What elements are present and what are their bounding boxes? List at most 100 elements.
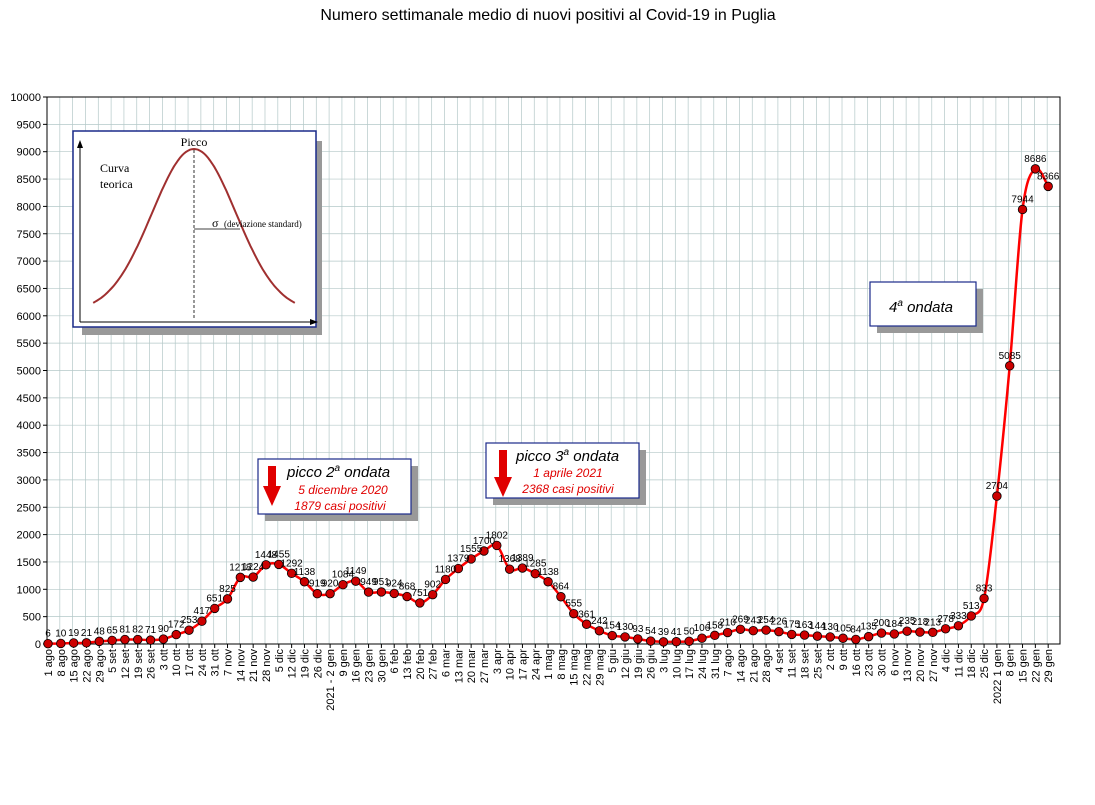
- data-label: 1448: [255, 550, 278, 561]
- x-tick-label: 17 ott: [184, 649, 196, 677]
- data-label: 7944: [1011, 194, 1034, 205]
- data-point: [633, 634, 643, 644]
- data-label: 130: [822, 622, 839, 633]
- data-point: [389, 588, 399, 599]
- data-point: [966, 611, 976, 621]
- x-tick-label: 17 apr: [517, 649, 529, 681]
- x-tick-label: 27 nov: [928, 649, 940, 683]
- x-tick-label: 5 giu: [607, 649, 619, 673]
- inset-peak-label: Picco: [181, 135, 208, 149]
- peak2-box: [257, 458, 412, 515]
- x-tick-label: 6 mar: [441, 649, 453, 677]
- x-tick-label: 17 lug: [684, 649, 696, 679]
- data-label: 1368: [498, 554, 521, 565]
- x-tick-label: 20 feb: [415, 649, 427, 680]
- peak3-box: [485, 442, 640, 499]
- data-label: 130: [617, 622, 634, 633]
- data-point: [299, 577, 310, 587]
- x-tick-label: 18 set: [800, 649, 812, 679]
- data-label: 333: [950, 611, 967, 622]
- data-point: [594, 626, 605, 636]
- data-point: [543, 577, 553, 587]
- data-point: [992, 491, 1002, 501]
- data-label: 71: [145, 625, 157, 636]
- data-label: 90: [158, 624, 170, 635]
- data-label: 210: [719, 618, 736, 629]
- x-tick-label: 31 ott: [210, 649, 222, 677]
- x-tick-label: 5 dic: [274, 649, 286, 673]
- x-tick-label: 15 ago: [69, 649, 81, 683]
- bell-curve: [92, 147, 296, 304]
- y-tick-label: 9500: [17, 119, 41, 131]
- data-label: 1292: [281, 558, 304, 569]
- data-point: [222, 594, 233, 604]
- data-label: 1138: [294, 567, 316, 578]
- x-tick-label: 21 ago: [748, 649, 760, 683]
- data-point: [940, 624, 951, 634]
- y-tick-labels: 0 500 1000 1500 2000 2500 3000 3500 4000 4500 5000…: [10, 92, 47, 651]
- y-tick-label: 7500: [17, 229, 41, 241]
- data-label: 218: [912, 617, 929, 628]
- data-label: 1138: [537, 567, 559, 578]
- data-point: [928, 627, 938, 638]
- x-tick-label: 15 gen: [1018, 649, 1030, 683]
- data-point: [145, 635, 156, 645]
- data-label: 513: [963, 601, 980, 612]
- data-point: [620, 632, 630, 642]
- data-label: 920: [322, 579, 339, 590]
- data-point: [107, 635, 117, 646]
- x-tick-label: 29 gen: [1043, 649, 1055, 683]
- data-point: [722, 627, 733, 638]
- data-point: [427, 589, 438, 600]
- x-tick-label: 24 ott: [197, 649, 209, 677]
- y-tick-label: 3000: [17, 475, 41, 487]
- data-point: [697, 633, 707, 643]
- data-point: [799, 630, 810, 640]
- data-label: 226: [771, 617, 788, 628]
- data-label: 417: [194, 606, 211, 617]
- data-label: 243: [745, 616, 762, 627]
- data-label: 154: [604, 621, 621, 632]
- data-point: [286, 568, 297, 579]
- x-tick-label: 9 gen: [338, 649, 350, 677]
- x-tick-label: 3 lug: [658, 649, 670, 673]
- data-point: [363, 587, 374, 597]
- x-tick-label: 19 dic: [299, 649, 311, 679]
- data-label: 106: [694, 623, 711, 634]
- inset-sigma-symbol: σ: [212, 216, 219, 230]
- data-label: 919: [309, 579, 326, 590]
- data-point: [838, 633, 848, 643]
- data-label: 1084: [332, 570, 355, 581]
- x-tick-label: 26 dic: [312, 649, 324, 679]
- data-label: 93: [632, 624, 644, 635]
- x-tick-label: 6 nov: [889, 649, 901, 676]
- x-tick-label: 1 ago: [43, 649, 55, 677]
- data-label: 65: [107, 625, 119, 636]
- y-tick-label: 1000: [17, 584, 41, 596]
- data-label: 175: [783, 619, 800, 630]
- y-tick-label: 8000: [17, 201, 41, 213]
- y-tick-label: 0: [35, 639, 41, 651]
- data-label: 651: [206, 593, 223, 604]
- data-label: 1802: [486, 530, 509, 541]
- x-tick-label: 30 gen: [376, 649, 388, 683]
- y-tick-label: 4500: [17, 393, 41, 405]
- inset-curve-label-2: teorica: [100, 177, 133, 191]
- data-point: [748, 626, 758, 636]
- x-tick-label: 4 set: [774, 649, 786, 673]
- data-label: 868: [399, 582, 416, 593]
- x-tick-label: 9 ott: [838, 649, 850, 670]
- data-label: 269: [732, 614, 749, 625]
- data-label: 8366: [1037, 171, 1060, 182]
- data-point: [312, 589, 322, 599]
- data-label: 1379: [447, 554, 470, 565]
- x-tick-label: 13 nov: [902, 649, 914, 683]
- x-tick-label: 22 ago: [81, 649, 93, 683]
- data-point: [556, 592, 566, 602]
- data-point: [812, 631, 823, 641]
- data-point: [1005, 361, 1015, 371]
- data-point: [402, 591, 412, 602]
- x-tick-label: 10 apr: [505, 649, 517, 681]
- x-tick-label: 20 nov: [915, 649, 927, 683]
